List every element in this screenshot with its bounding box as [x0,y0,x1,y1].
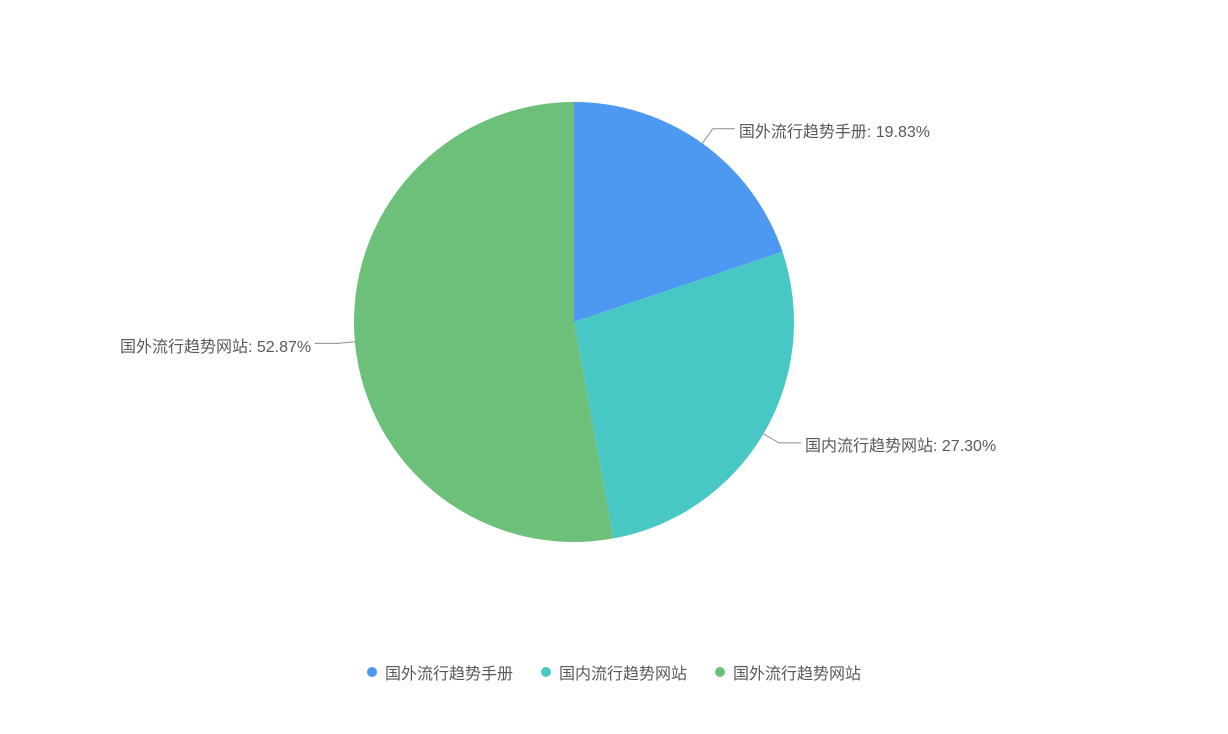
legend-label: 国外流行趋势手册 [385,660,513,684]
slice-label: 国内流行趋势网站: 27.30% [805,432,996,456]
legend-item[interactable]: 国内流行趋势网站 [541,660,687,684]
slice-label-percent: 27.30% [942,438,996,455]
leader-line [764,434,802,443]
legend-label: 国外流行趋势网站 [733,660,861,684]
leader-line [315,342,355,344]
slice-label-name: 国外流行趋势手册 [739,124,867,141]
pie-chart-container: 国外流行趋势手册: 19.83% 国内流行趋势网站: 27.30% 国外流行趋势网站… [0,0,1228,734]
slice-label-percent: 52.87% [257,339,311,356]
slice-label: 国外流行趋势手册: 19.83% [739,118,930,142]
legend-marker [541,667,551,677]
legend-marker [715,667,725,677]
legend-item[interactable]: 国外流行趋势手册 [367,660,513,684]
legend-marker [367,667,377,677]
legend-label: 国内流行趋势网站 [559,660,687,684]
slice-label-name: 国外流行趋势网站 [120,339,248,356]
slice-label-percent: 19.83% [876,124,930,141]
slice-label-name: 国内流行趋势网站 [805,438,933,455]
slice-label: 国外流行趋势网站: 52.87% [120,333,311,357]
pie-chart-svg [0,0,1228,734]
chart-legend: 国外流行趋势手册 国内流行趋势网站 国外流行趋势网站 [0,660,1228,684]
leader-line [702,129,735,144]
legend-item[interactable]: 国外流行趋势网站 [715,660,861,684]
